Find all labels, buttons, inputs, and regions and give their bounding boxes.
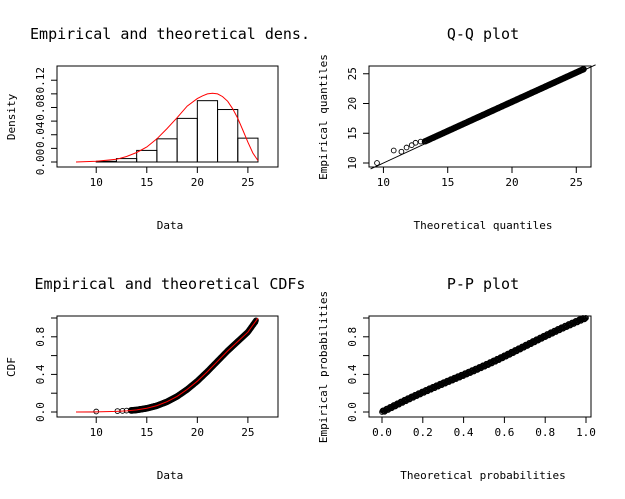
density-minor-ytick-label: 0.10 <box>34 81 47 108</box>
pp-xtick-label: 0.8 <box>535 426 555 439</box>
qq-title: Q-Q plot <box>447 25 519 43</box>
qq-point <box>403 144 410 151</box>
qq-ytick-label: 10 <box>346 156 359 169</box>
qq-frame <box>368 65 592 168</box>
density-minor-ytick-label: 0.06 <box>34 108 47 135</box>
qq-xtick-label: 25 <box>570 176 583 189</box>
density-title: Empirical and theoretical dens. <box>30 25 310 43</box>
density-plot-area: 10 15 20 25 0.000.040.080.12 0.020.060.10 <box>34 65 279 189</box>
pp-xtick-label: 1.0 <box>576 426 596 439</box>
qq-ylabel: Empirical quantiles <box>317 54 330 180</box>
density-ytick-label: 0.12 <box>34 67 47 94</box>
cdf-xtick-label: 10 <box>90 426 103 439</box>
pp-minor-ytick-label: 0.2 <box>346 383 359 403</box>
pp-minor-ytick-label: 1.0 <box>346 308 359 328</box>
pp-ytick-label: 0.0 <box>346 402 359 422</box>
density-minor-ytick-label: 0.02 <box>34 135 47 162</box>
pp-ylabel: Empirical probabilities <box>317 291 330 443</box>
qq-panel: Q-Q plot 10 15 20 25 10 15 20 25 Theoretical qu… <box>317 25 596 232</box>
qq-point <box>412 139 419 146</box>
cdf-xlabel: Data <box>157 469 184 482</box>
cdf-theoretical-curve <box>75 317 259 413</box>
cdf-frame <box>56 315 279 418</box>
density-theoretical-curve <box>75 92 259 163</box>
density-ytick-label: 0.00 <box>34 149 47 176</box>
qq-ytick-label: 25 <box>346 67 359 80</box>
density-hist-bar <box>237 137 259 163</box>
pp-xtick-label: 0.4 <box>454 426 474 439</box>
density-hist-bar <box>156 138 178 163</box>
density-hist-bar <box>176 117 198 163</box>
qq-xlabel: Theoretical quantiles <box>413 219 552 232</box>
qq-point <box>398 148 405 155</box>
cdf-ytick-label: 0.8 <box>34 327 47 347</box>
pp-minor-ytick-label: 0.6 <box>346 346 359 366</box>
cdf-xtick-label: 20 <box>191 426 204 439</box>
pp-point <box>583 315 589 321</box>
qq-xtick-label: 20 <box>505 176 518 189</box>
density-frame <box>56 65 279 168</box>
qq-xtick-label: 15 <box>441 176 454 189</box>
density-xtick-label: 25 <box>241 176 254 189</box>
density-hist-bar <box>136 149 158 163</box>
density-hist-bar <box>196 100 219 163</box>
density-ytick-label: 0.04 <box>34 121 47 148</box>
qq-point <box>374 160 380 166</box>
qq-xtick-label: 10 <box>377 176 390 189</box>
pp-ytick-label: 0.4 <box>346 364 359 384</box>
pp-panel: P-P plot 0.0 0.2 0.4 0.6 0.8 1.00.00.40.80.20… <box>317 275 596 482</box>
density-panel: Empirical and theoretical dens. 10 15 20 25… <box>5 25 310 232</box>
cdf-xtick-label: 15 <box>140 426 153 439</box>
qq-ytick-label: 20 <box>346 97 359 110</box>
cdf-xtick-label: 25 <box>241 426 254 439</box>
pp-xlabel: Theoretical probabilities <box>400 469 566 482</box>
pp-plot-area: 0.0 0.2 0.4 0.6 0.8 1.00.00.40.80.20.61.0 <box>346 308 596 439</box>
pp-ytick-label: 0.8 <box>346 327 359 347</box>
density-xtick-label: 10 <box>90 176 103 189</box>
density-hist-bar <box>115 158 138 163</box>
density-xtick-label: 20 <box>191 176 204 189</box>
cdf-point <box>253 317 259 324</box>
cdf-minor-ytick-label: 0.2 <box>34 383 47 403</box>
pp-title: P-P plot <box>447 275 519 293</box>
pp-xtick-label: 0.2 <box>413 426 433 439</box>
qq-ytick-label: 15 <box>346 127 359 140</box>
cdf-ytick-label: 0.4 <box>34 364 47 384</box>
pp-frame <box>368 315 592 418</box>
cdf-ytick-label: 0.0 <box>34 402 47 422</box>
density-hist-bar <box>217 109 239 163</box>
cdf-minor-ytick-label: 1.0 <box>34 308 47 328</box>
cdf-title: Empirical and theoretical CDFs <box>35 275 306 293</box>
pp-xtick-label: 0.0 <box>372 426 392 439</box>
qq-point <box>390 147 397 154</box>
density-ytick-label: 0.08 <box>34 94 47 121</box>
cdf-panel: Empirical and theoretical CDFs 10 15 20 25 0… <box>5 275 305 482</box>
qq-plot-area: 10 15 20 25 10 15 20 25 <box>346 64 596 189</box>
cdf-ylabel: CDF <box>5 357 18 377</box>
density-ylabel: Density <box>5 93 18 140</box>
density-xtick-label: 15 <box>140 176 153 189</box>
pp-xtick-label: 0.6 <box>494 426 514 439</box>
cdf-plot-area: 10 15 20 25 0.0 0.4 0.8 0.2 0.6 1.0 <box>34 308 279 439</box>
qq-point <box>581 66 587 72</box>
cdf-minor-ytick-label: 0.6 <box>34 346 47 366</box>
density-xlabel: Data <box>157 219 184 232</box>
